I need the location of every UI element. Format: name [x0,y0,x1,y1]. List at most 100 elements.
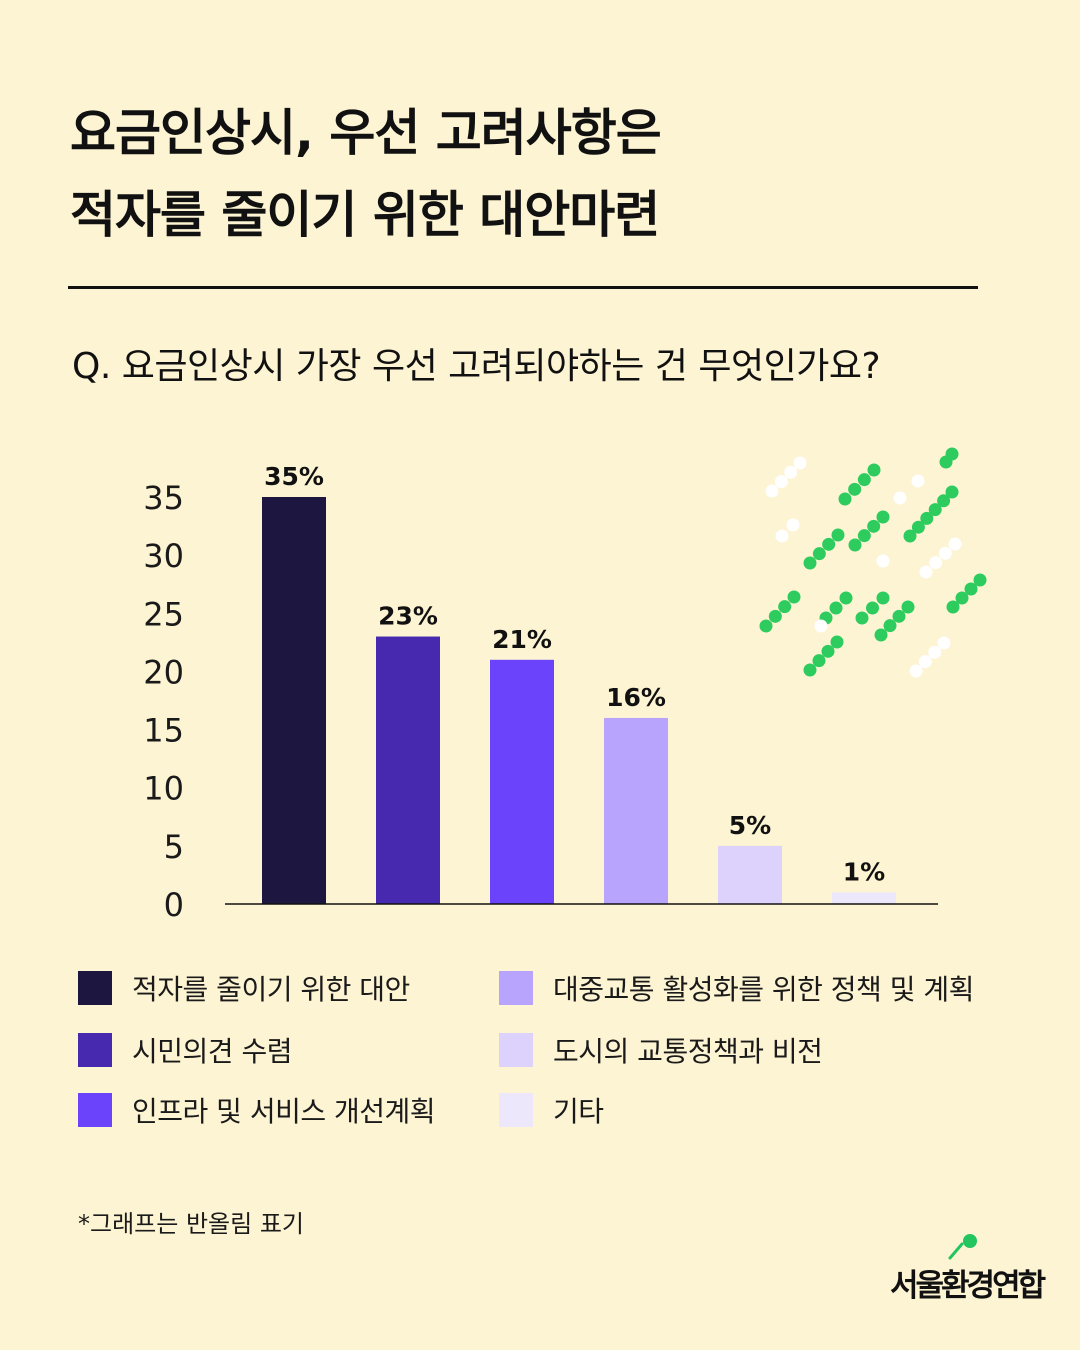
decor-dot [857,529,871,543]
survey-question: Q. 요금인상시 가장 우선 고려되야하는 건 무엇인가요? [72,346,881,387]
decor-dot [955,591,969,605]
y-tick-label: 20 [143,653,184,691]
decor-dot [803,663,817,677]
logo-text: 서울환경연합 [890,1268,1046,1304]
legend-swatch [499,1093,533,1127]
title-line-1: 요금인상시, 우선 고려사항은 [70,104,662,162]
decor-dot [876,554,890,568]
decor-dot [821,644,835,658]
decor-dot [918,655,932,669]
legend-item: 적자를 줄이기 위한 대안 [78,970,410,1006]
y-tick-label: 0 [164,886,184,924]
chart-bars [262,497,896,904]
chart-data-labels: 35% 23% 21% 16% 5% 1% [264,462,885,886]
bar [262,497,326,904]
decor-dot [937,636,951,650]
decor-dot [822,537,836,551]
bar-data-label: 35% [264,462,324,491]
legend-item: 시민의견 수렴 [78,1032,292,1068]
legend-label: 인프라 및 서비스 개선계획 [132,1095,436,1128]
legend-swatch [78,971,112,1005]
legend-swatch [499,971,533,1005]
bar-chart: 0 5 10 15 20 25 30 35 35% 23% 21% 16% 5% 1% [143,447,987,924]
decor-dot [848,538,862,552]
decor-dot [973,573,987,587]
decor-dot [929,556,943,570]
decor-dot [903,529,917,543]
y-tick-label: 25 [143,595,184,633]
decor-dot [909,664,923,678]
footnote: *그래프는 반올림 표기 [78,1210,304,1238]
legend-swatch [78,1033,112,1067]
bar-data-label: 5% [729,811,771,840]
decor-dot [830,635,844,649]
decor-dot [938,546,952,560]
decor-dot [848,482,862,496]
legend-item: 대중교통 활성화를 위한 정책 및 계획 [499,970,974,1006]
chart-legend: 적자를 줄이기 위한 대안 시민의견 수렴 인프라 및 서비스 개선계획 대중교… [78,962,1038,1152]
decor-dot [939,455,953,469]
y-tick-label: 30 [143,537,184,575]
decor-dot [866,601,879,615]
decor-dot [839,591,853,605]
decor-dot [928,503,942,517]
decor-dot [829,601,843,615]
decor-dot [901,600,915,614]
bar-data-label: 1% [843,857,885,886]
decor-dot [893,491,907,505]
bar-data-label: 23% [378,602,438,631]
leaf-logo-icon [948,1234,977,1260]
decor-dot [920,511,934,525]
decor-dot [786,518,800,532]
decor-dot [867,519,881,533]
decor-dot [775,529,789,543]
y-tick-label: 10 [143,770,184,808]
decor-dot [867,463,881,477]
decor-dot [803,556,817,570]
decor-dot [787,590,801,604]
bar [718,845,782,904]
decor-dot [874,628,888,642]
legend-label: 도시의 교통정책과 비전 [553,1035,823,1068]
decor-dot [876,510,890,524]
decor-dot [919,565,933,579]
decor-dot [948,537,962,551]
title-line-2: 적자를 줄이기 위한 대안마련 [70,186,660,244]
y-tick-label: 5 [164,828,184,866]
decor-dot [937,494,951,508]
bar [604,717,668,904]
logo: 서울환경연합 [880,1230,1046,1310]
title-divider [68,286,978,289]
page-title: 요금인상시, 우선 고려사항은 적자를 줄이기 위한 대안마련 [70,92,1010,256]
legend-label: 시민의견 수렴 [132,1035,292,1068]
decor-dot [911,520,925,534]
decor-dot [778,600,792,614]
decor-dot [768,609,782,623]
legend-label: 기타 [553,1095,604,1128]
decor-dot [945,485,959,499]
decor-dot [812,547,826,561]
legend-item: 인프라 및 서비스 개선계획 [78,1092,436,1128]
dotted-rain-decoration-icon [759,447,987,678]
bar [376,636,440,904]
legend-item: 기타 [499,1092,604,1128]
legend-swatch [499,1033,533,1067]
decor-dot [928,645,942,659]
legend-label: 대중교통 활성화를 위한 정책 및 계획 [553,973,974,1006]
decor-dot [855,611,869,625]
decor-dot [883,619,897,633]
legend-label: 적자를 줄이기 위한 대안 [132,973,410,1006]
decor-dot [784,465,798,479]
decor-dot [812,654,826,668]
decor-dot [911,474,925,488]
decor-dot [765,484,779,498]
decor-dot [892,609,906,623]
bar-data-label: 16% [606,683,666,712]
bar [490,659,554,904]
bar-data-label: 21% [492,625,552,654]
decor-dot [831,528,845,542]
decor-dot [838,492,852,506]
legend-swatch [78,1093,112,1127]
legend-item: 도시의 교통정책과 비전 [499,1032,823,1068]
bar [832,892,896,904]
